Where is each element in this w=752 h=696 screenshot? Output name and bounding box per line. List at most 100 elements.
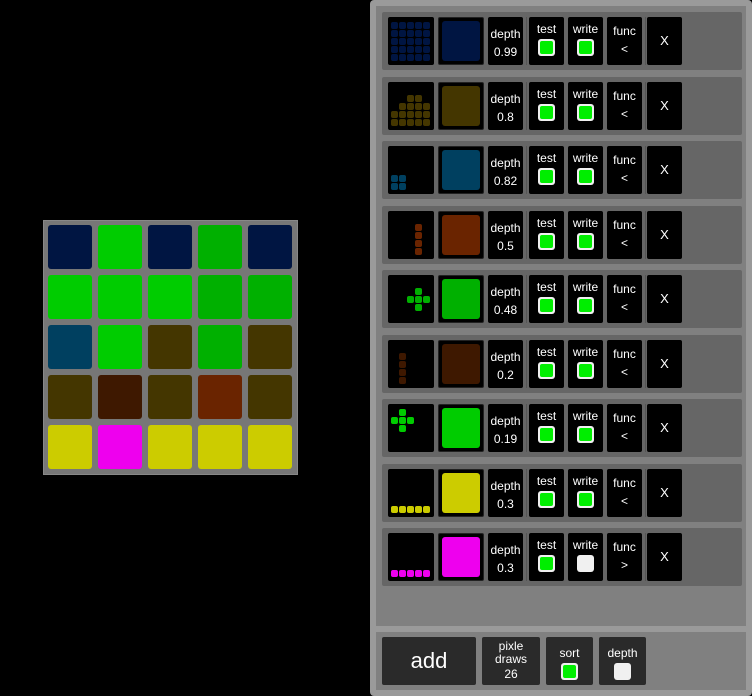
test-checkbox[interactable] <box>538 168 555 185</box>
depth-label: depth <box>490 543 521 557</box>
depth-field[interactable]: depth 0.3 <box>488 468 523 517</box>
depth-toggle[interactable]: depth <box>599 637 646 685</box>
write-checkbox[interactable] <box>577 297 594 314</box>
shape-pixel <box>407 54 414 61</box>
func-select[interactable]: func < <box>607 339 642 388</box>
shape-thumbnail[interactable] <box>388 275 434 323</box>
footer-toolbar: add pixle draws 26 sort depth <box>376 632 746 690</box>
shape-pixel <box>391 22 398 29</box>
func-select[interactable]: func < <box>607 275 642 323</box>
grid-cell <box>98 425 142 469</box>
write-checkbox[interactable] <box>577 232 594 250</box>
test-checkbox[interactable] <box>538 426 555 443</box>
shape-thumbnail[interactable] <box>388 404 434 452</box>
shape-thumbnail[interactable] <box>388 468 434 517</box>
shape-thumbnail[interactable] <box>388 81 434 130</box>
test-checkbox[interactable] <box>538 361 555 379</box>
shape-thumbnail[interactable] <box>388 339 434 388</box>
color-swatch[interactable] <box>438 339 484 388</box>
write-checkbox[interactable] <box>577 39 594 56</box>
func-label: func <box>613 217 636 232</box>
color-swatch[interactable] <box>438 81 484 130</box>
test-toggle[interactable]: test <box>529 275 564 323</box>
test-toggle[interactable]: test <box>529 339 564 388</box>
depth-checkbox[interactable] <box>614 663 631 680</box>
shape-thumbnail[interactable] <box>388 533 434 581</box>
delete-layer-button[interactable]: X <box>647 210 682 259</box>
color-swatch[interactable] <box>438 210 484 259</box>
shape-pixel <box>399 102 406 110</box>
depth-field[interactable]: depth 0.3 <box>488 533 523 581</box>
depth-field[interactable]: depth 0.2 <box>488 339 523 388</box>
write-checkbox[interactable] <box>577 168 594 185</box>
test-checkbox[interactable] <box>538 297 555 314</box>
color-swatch[interactable] <box>438 146 484 194</box>
write-checkbox[interactable] <box>577 490 594 508</box>
func-select[interactable]: func < <box>607 210 642 259</box>
check-fill <box>540 105 553 119</box>
test-checkbox[interactable] <box>538 232 555 250</box>
test-checkbox[interactable] <box>538 490 555 508</box>
func-select[interactable]: func < <box>607 468 642 517</box>
shape-pixel <box>391 505 398 513</box>
delete-layer-button[interactable]: X <box>647 339 682 388</box>
test-toggle[interactable]: test <box>529 146 564 194</box>
test-checkbox[interactable] <box>538 555 555 572</box>
color-swatch[interactable] <box>438 404 484 452</box>
write-toggle[interactable]: write <box>568 468 603 517</box>
depth-field[interactable]: depth 0.8 <box>488 81 523 130</box>
write-checkbox[interactable] <box>577 555 594 572</box>
shape-pixel <box>391 30 398 37</box>
color-swatch[interactable] <box>438 17 484 65</box>
divider <box>645 468 646 517</box>
shape-thumbnail[interactable] <box>388 210 434 259</box>
func-select[interactable]: func > <box>607 533 642 581</box>
write-toggle[interactable]: write <box>568 210 603 259</box>
delete-layer-button[interactable]: X <box>647 81 682 130</box>
write-toggle[interactable]: write <box>568 275 603 323</box>
grid-cell <box>148 225 192 269</box>
sort-toggle[interactable]: sort <box>546 637 593 685</box>
func-select[interactable]: func < <box>607 146 642 194</box>
test-toggle[interactable]: test <box>529 17 564 65</box>
write-toggle[interactable]: write <box>568 17 603 65</box>
depth-field[interactable]: depth 0.19 <box>488 404 523 452</box>
test-toggle[interactable]: test <box>529 533 564 581</box>
delete-layer-button[interactable]: X <box>647 275 682 323</box>
test-checkbox[interactable] <box>538 103 555 121</box>
delete-layer-button[interactable]: X <box>647 468 682 517</box>
write-toggle[interactable]: write <box>568 339 603 388</box>
shape-pixel <box>399 46 406 53</box>
test-toggle[interactable]: test <box>529 81 564 130</box>
delete-layer-button[interactable]: X <box>647 404 682 452</box>
color-swatch[interactable] <box>438 533 484 581</box>
depth-field[interactable]: depth 0.5 <box>488 210 523 259</box>
write-toggle[interactable]: write <box>568 533 603 581</box>
depth-field[interactable]: depth 0.48 <box>488 275 523 323</box>
sort-checkbox[interactable] <box>561 663 578 680</box>
delete-layer-button[interactable]: X <box>647 17 682 65</box>
add-button[interactable]: add <box>382 637 476 685</box>
depth-field[interactable]: depth 0.99 <box>488 17 523 65</box>
color-swatch[interactable] <box>438 468 484 517</box>
write-toggle[interactable]: write <box>568 146 603 194</box>
test-checkbox[interactable] <box>538 39 555 56</box>
test-toggle[interactable]: test <box>529 404 564 452</box>
write-checkbox[interactable] <box>577 103 594 121</box>
test-toggle[interactable]: test <box>529 210 564 259</box>
func-select[interactable]: func < <box>607 404 642 452</box>
shape-thumbnail[interactable] <box>388 17 434 65</box>
depth-field[interactable]: depth 0.82 <box>488 146 523 194</box>
write-checkbox[interactable] <box>577 361 594 379</box>
func-select[interactable]: func < <box>607 81 642 130</box>
test-toggle[interactable]: test <box>529 468 564 517</box>
write-toggle[interactable]: write <box>568 81 603 130</box>
color-swatch[interactable] <box>438 275 484 323</box>
delete-layer-button[interactable]: X <box>647 146 682 194</box>
grid-cell <box>198 225 242 269</box>
delete-layer-button[interactable]: X <box>647 533 682 581</box>
write-checkbox[interactable] <box>577 426 594 443</box>
shape-thumbnail[interactable] <box>388 146 434 194</box>
write-toggle[interactable]: write <box>568 404 603 452</box>
func-select[interactable]: func < <box>607 17 642 65</box>
